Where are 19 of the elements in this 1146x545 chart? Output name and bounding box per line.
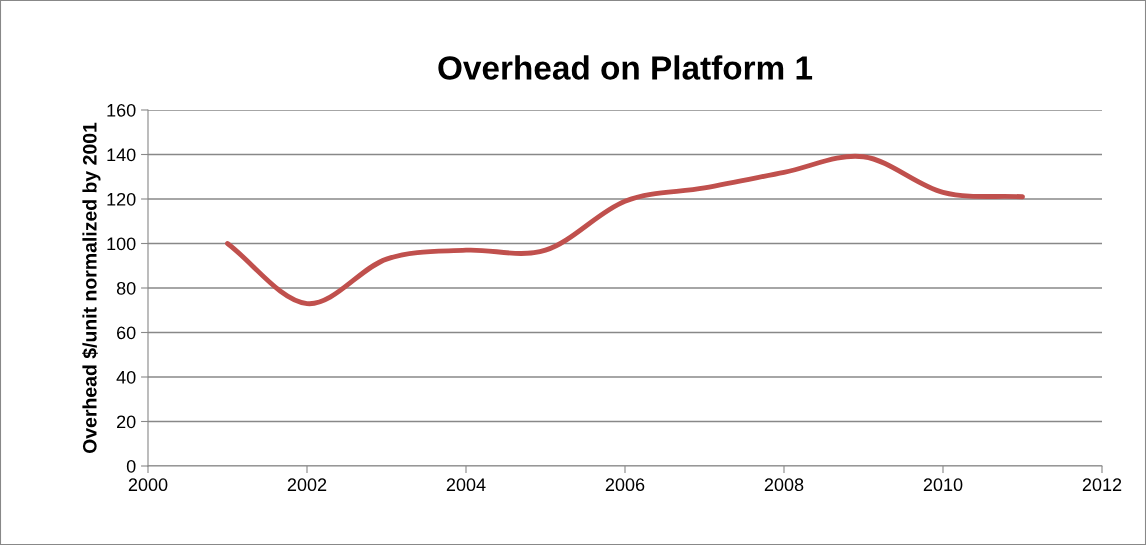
- y-tick-label: 0: [126, 459, 136, 473]
- x-tick-label: 2010: [923, 478, 963, 492]
- x-tick-label: 2002: [287, 478, 327, 492]
- y-tick-label: 60: [117, 326, 136, 340]
- y-axis-title: Overhead $/unit normalized by 2001: [82, 122, 101, 454]
- x-tick-label: 2008: [764, 478, 804, 492]
- x-tick-label: 2006: [605, 478, 645, 492]
- chart-title: Overhead on Platform 1: [438, 55, 813, 80]
- x-tick-label: 2004: [446, 478, 486, 492]
- x-tick-label: 2000: [128, 478, 168, 492]
- y-tick-label: 160: [107, 103, 136, 117]
- y-tick-label: 100: [107, 237, 136, 251]
- y-tick-label: 120: [107, 192, 136, 206]
- y-tick-label: 20: [117, 415, 136, 429]
- y-tick-label: 40: [116, 370, 136, 384]
- x-tick-label: 2012: [1082, 478, 1122, 492]
- line-series: [225, 153, 1025, 307]
- y-tick-label: 140: [107, 148, 136, 162]
- y-tick-label: 80: [116, 281, 136, 295]
